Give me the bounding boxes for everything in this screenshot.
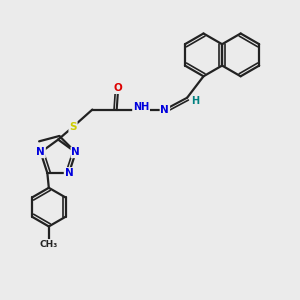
Text: N: N (36, 147, 45, 157)
Text: H: H (191, 96, 200, 106)
Text: S: S (69, 122, 77, 132)
Text: N: N (64, 168, 74, 178)
Text: N: N (71, 147, 80, 157)
Text: O: O (114, 83, 123, 93)
Text: NH: NH (133, 102, 149, 112)
Text: N: N (160, 105, 169, 115)
Text: CH₃: CH₃ (40, 240, 58, 249)
